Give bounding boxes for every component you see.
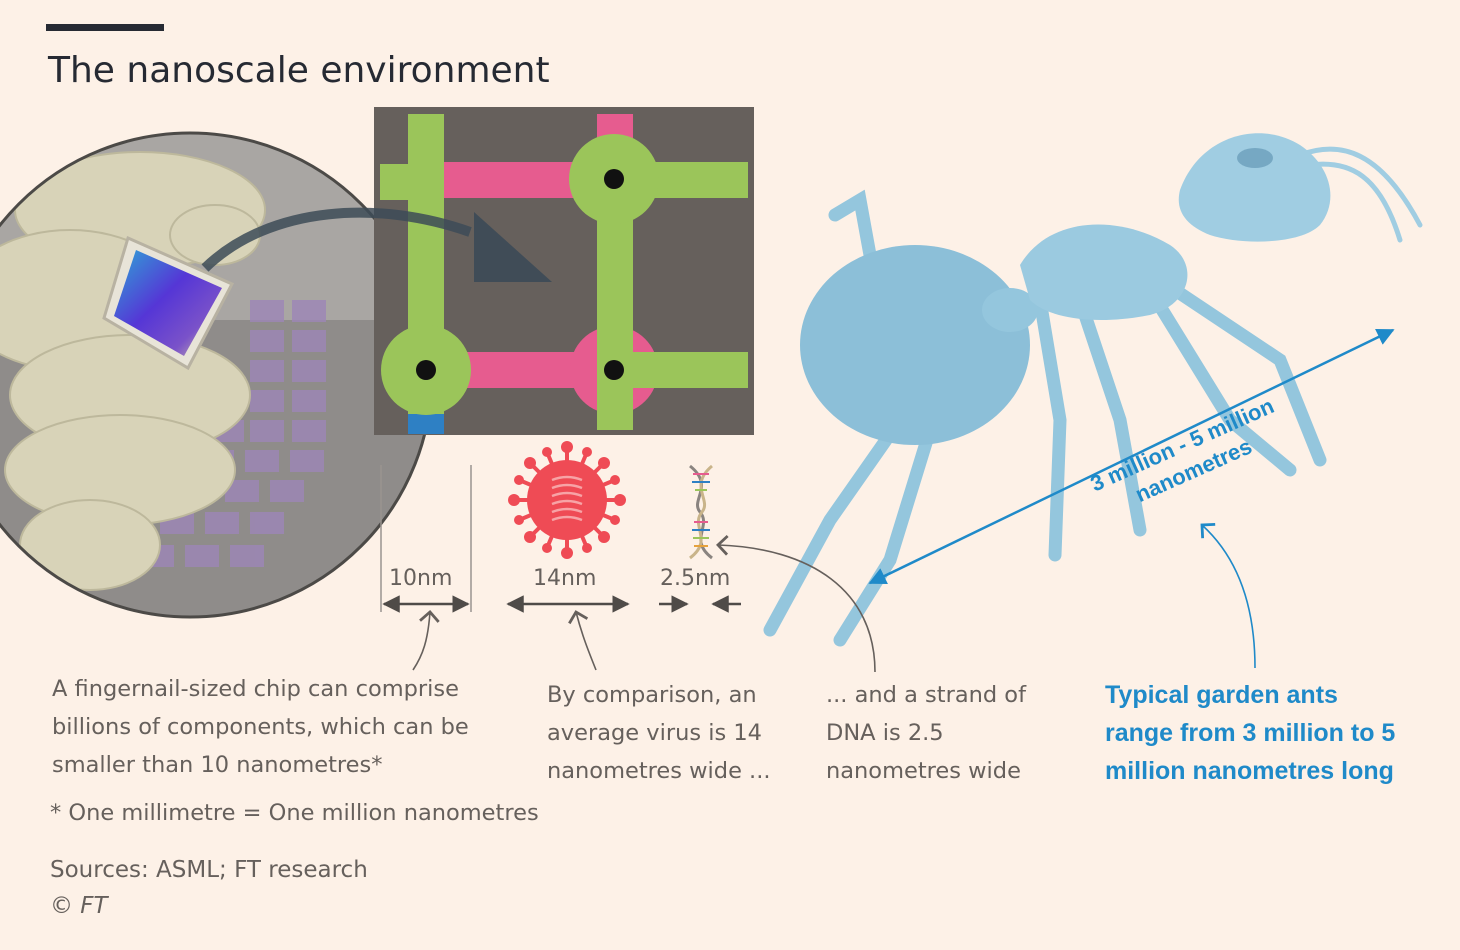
scale-bars bbox=[380, 465, 741, 613]
zoom-arrow-head bbox=[474, 212, 552, 282]
zoom-arrow bbox=[201, 207, 472, 272]
sources-block: Sources: ASML; FT research © FT bbox=[50, 852, 368, 924]
title-rule bbox=[46, 24, 164, 31]
copyright: © FT bbox=[50, 893, 108, 919]
caption-chip: A fingernail-sized chip can comprise bil… bbox=[52, 676, 469, 778]
scale-label-chip: 10nm bbox=[389, 566, 453, 591]
caption-ant: Typical garden ants range from 3 million… bbox=[1105, 681, 1396, 785]
caption-virus: By comparison, an average virus is 14 na… bbox=[547, 682, 771, 784]
scale-label-virus: 14nm bbox=[533, 566, 597, 591]
sources-text: Sources: ASML; FT research bbox=[50, 857, 368, 883]
dna-icon bbox=[689, 464, 713, 560]
caption-dna: ... and a strand of DNA is 2.5 nanometre… bbox=[826, 682, 1026, 784]
ant-illustration bbox=[763, 133, 1423, 647]
footnote: * One millimetre = One million nanometre… bbox=[50, 800, 539, 826]
page-title: The nanoscale environment bbox=[48, 50, 550, 91]
pointer-lines bbox=[412, 522, 1256, 673]
virus-icon bbox=[508, 441, 626, 559]
circuit-diagram bbox=[374, 107, 754, 435]
scale-label-dna: 2.5nm bbox=[660, 566, 731, 591]
ant-length-arrow bbox=[868, 328, 1395, 585]
